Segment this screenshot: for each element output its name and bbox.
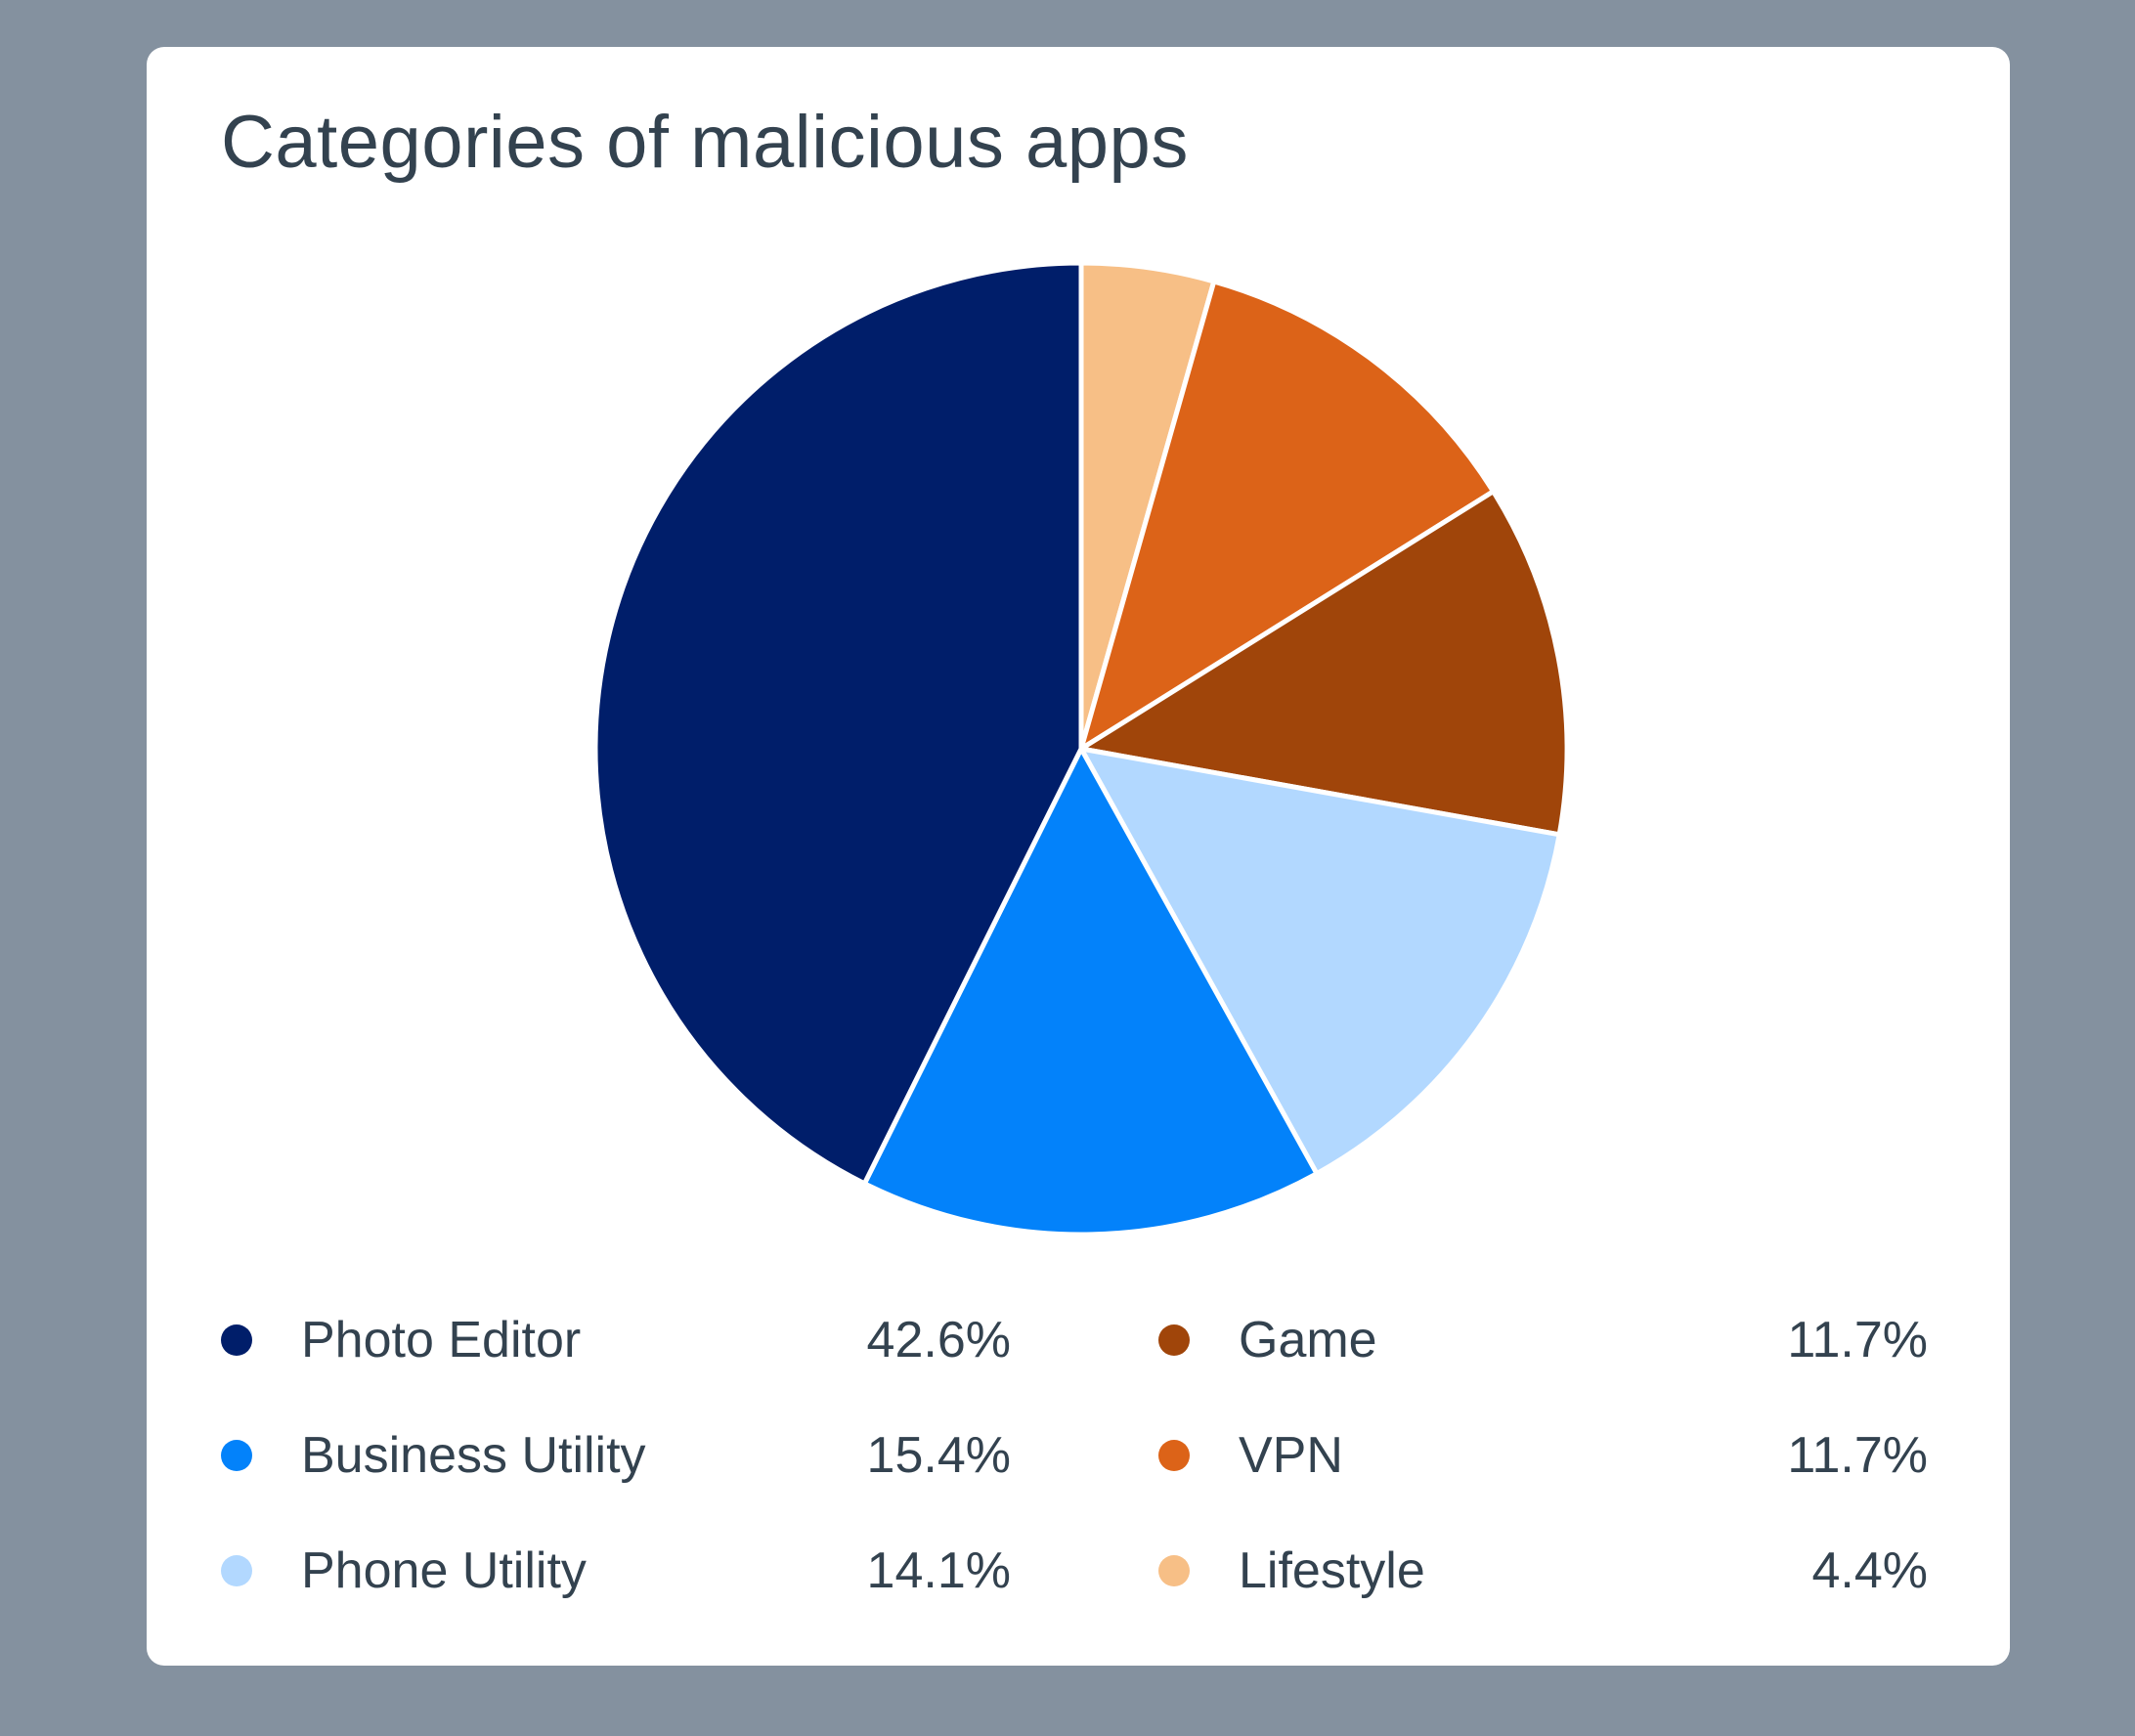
pie-slice-phone-utility [1078, 746, 1562, 1177]
legend-item-lifestyle: Lifestyle 4.4% [1158, 1532, 1928, 1610]
legend-item-game: Game 11.7% [1158, 1301, 1928, 1379]
pie-slice-game [1078, 489, 1570, 838]
legend-value-lifestyle: 4.4% [1811, 1542, 1928, 1599]
pie-chart [592, 260, 1570, 1237]
legend-label-vpn: VPN [1239, 1427, 1343, 1484]
legend-swatch-game [1158, 1324, 1190, 1356]
legend-swatch-business-utility [221, 1440, 252, 1471]
legend-swatch-vpn [1158, 1440, 1190, 1471]
legend-swatch-phone-utility [221, 1555, 252, 1586]
legend-label-photo-editor: Photo Editor [301, 1312, 582, 1368]
legend-value-game: 11.7% [1787, 1312, 1928, 1368]
legend-swatch-lifestyle [1158, 1555, 1190, 1586]
pie-slice-business-utility [861, 746, 1320, 1237]
chart-title: Categories of malicious apps [221, 101, 1189, 184]
pie-slice-vpn [1078, 279, 1497, 752]
legend-item-vpn: VPN 11.7% [1158, 1416, 1928, 1495]
legend-value-vpn: 11.7% [1787, 1427, 1928, 1484]
legend-value-photo-editor: 42.6% [866, 1312, 1011, 1368]
legend-item-phone-utility: Phone Utility 14.1% [221, 1532, 1011, 1610]
legend-value-phone-utility: 14.1% [866, 1542, 1011, 1599]
legend-swatch-photo-editor [221, 1324, 252, 1356]
pie-slice-photo-editor [592, 260, 1084, 1187]
legend-label-lifestyle: Lifestyle [1239, 1542, 1425, 1599]
legend-item-business-utility: Business Utility 15.4% [221, 1416, 1011, 1495]
legend-label-game: Game [1239, 1312, 1377, 1368]
legend-label-phone-utility: Phone Utility [301, 1542, 587, 1599]
legend-label-business-utility: Business Utility [301, 1427, 646, 1484]
pie-slices [592, 260, 1570, 1237]
chart-card: Categories of malicious apps Photo Edito… [147, 47, 2010, 1666]
legend-item-photo-editor: Photo Editor 42.6% [221, 1301, 1011, 1379]
legend-value-business-utility: 15.4% [866, 1427, 1011, 1484]
